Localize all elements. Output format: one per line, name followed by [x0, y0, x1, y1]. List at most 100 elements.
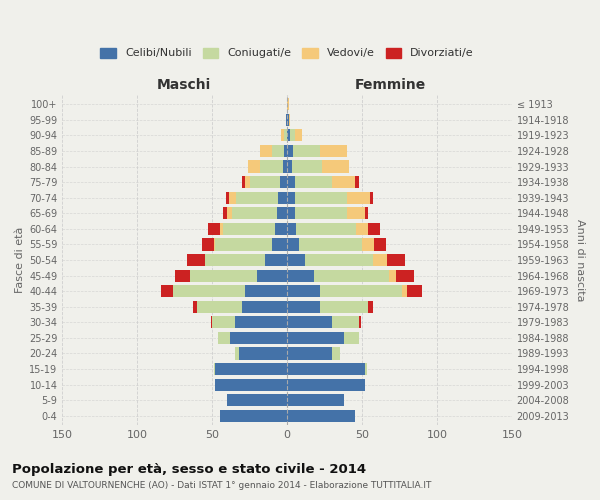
Bar	[229, 192, 236, 204]
Bar	[296, 223, 356, 235]
Bar	[365, 207, 368, 220]
Bar	[322, 160, 349, 172]
Bar	[289, 114, 290, 126]
Bar	[190, 270, 257, 281]
Bar	[239, 348, 287, 360]
Bar	[314, 270, 389, 281]
Bar	[223, 207, 227, 220]
Bar	[227, 207, 232, 220]
Bar	[368, 223, 380, 235]
Bar	[356, 223, 368, 235]
Bar	[278, 192, 287, 204]
Bar	[368, 300, 373, 313]
Bar	[218, 332, 230, 344]
Bar	[230, 332, 287, 344]
Bar	[245, 176, 250, 188]
Bar	[214, 363, 215, 375]
Bar	[370, 192, 373, 204]
Bar	[287, 98, 289, 110]
Bar	[257, 270, 287, 281]
Bar	[287, 348, 332, 360]
Bar	[332, 348, 340, 360]
Bar	[215, 363, 287, 375]
Bar	[287, 238, 299, 250]
Bar	[293, 145, 320, 157]
Bar	[355, 176, 359, 188]
Y-axis label: Anni di nascita: Anni di nascita	[575, 219, 585, 302]
Bar	[283, 160, 287, 172]
Bar	[347, 192, 370, 204]
Bar	[214, 238, 215, 250]
Bar	[205, 254, 265, 266]
Bar	[215, 238, 272, 250]
Bar	[292, 160, 322, 172]
Bar	[287, 176, 295, 188]
Bar	[287, 300, 320, 313]
Bar	[287, 285, 320, 297]
Bar	[287, 223, 296, 235]
Bar	[265, 254, 287, 266]
Bar	[287, 332, 344, 344]
Bar	[272, 145, 284, 157]
Bar	[287, 254, 305, 266]
Bar	[287, 130, 290, 141]
Bar	[365, 363, 367, 375]
Bar	[275, 223, 287, 235]
Bar	[287, 114, 289, 126]
Bar	[320, 285, 403, 297]
Bar	[359, 316, 361, 328]
Bar	[242, 300, 287, 313]
Bar	[175, 270, 190, 281]
Bar	[193, 300, 197, 313]
Bar	[332, 316, 359, 328]
Bar	[248, 160, 260, 172]
Bar	[245, 285, 287, 297]
Bar	[260, 160, 283, 172]
Bar	[232, 207, 277, 220]
Bar	[287, 378, 365, 390]
Bar	[332, 176, 355, 188]
Bar	[250, 176, 280, 188]
Bar	[287, 316, 332, 328]
Bar	[287, 145, 293, 157]
Bar	[287, 192, 295, 204]
Text: COMUNE DI VALTOURNENCHE (AO) - Dati ISTAT 1° gennaio 2014 - Elaborazione TUTTITA: COMUNE DI VALTOURNENCHE (AO) - Dati ISTA…	[12, 481, 431, 490]
Bar	[187, 254, 205, 266]
Bar	[347, 207, 365, 220]
Bar	[407, 285, 422, 297]
Bar	[287, 207, 295, 220]
Bar	[280, 176, 287, 188]
Bar	[295, 207, 347, 220]
Text: Maschi: Maschi	[157, 78, 211, 92]
Bar	[215, 378, 287, 390]
Bar	[403, 285, 407, 297]
Bar	[287, 363, 365, 375]
Bar	[197, 300, 242, 313]
Bar	[388, 254, 406, 266]
Text: Femmine: Femmine	[355, 78, 426, 92]
Bar	[295, 176, 332, 188]
Bar	[220, 410, 287, 422]
Bar	[295, 130, 302, 141]
Bar	[287, 270, 314, 281]
Bar	[320, 300, 368, 313]
Bar	[362, 238, 374, 250]
Bar	[260, 145, 272, 157]
Bar	[344, 332, 359, 344]
Bar	[284, 145, 287, 157]
Bar	[287, 410, 355, 422]
Bar	[208, 223, 220, 235]
Bar	[220, 223, 223, 235]
Bar	[284, 130, 287, 141]
Bar	[389, 270, 397, 281]
Bar	[290, 130, 295, 141]
Bar	[227, 394, 287, 406]
Bar	[287, 160, 292, 172]
Bar	[212, 316, 235, 328]
Bar	[295, 192, 347, 204]
Bar	[235, 348, 239, 360]
Bar	[211, 316, 212, 328]
Legend: Celibi/Nubili, Coniugati/e, Vedovi/e, Divorziati/e: Celibi/Nubili, Coniugati/e, Vedovi/e, Di…	[97, 44, 477, 62]
Bar	[223, 223, 275, 235]
Bar	[374, 238, 386, 250]
